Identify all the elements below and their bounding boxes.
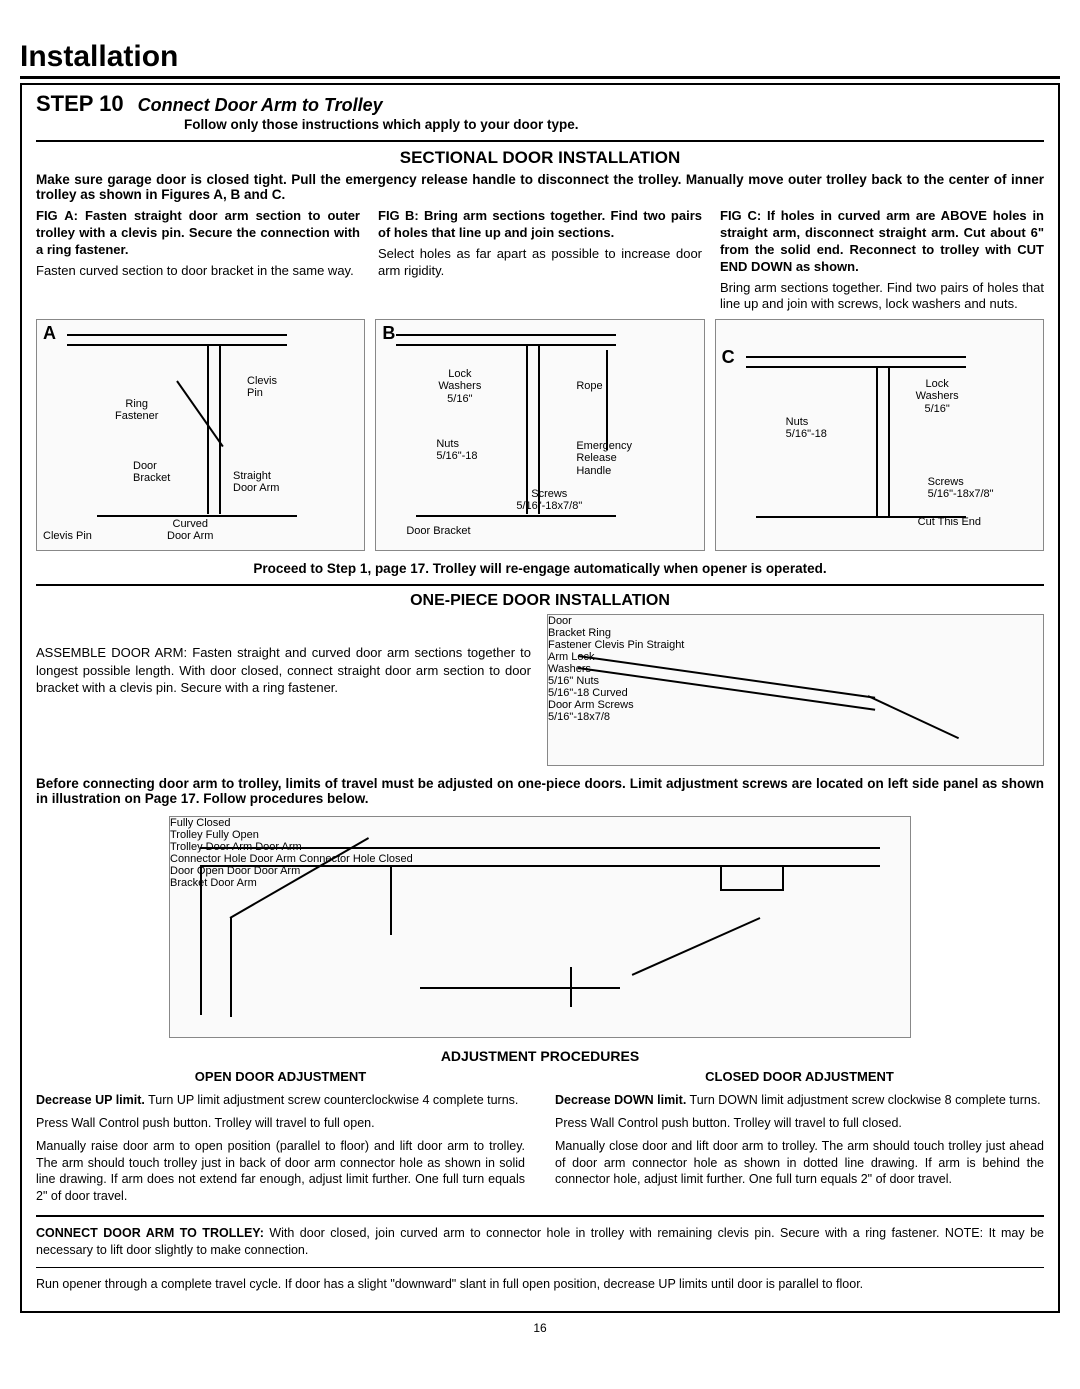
step-label: STEP 10 <box>36 91 124 117</box>
op-clevis: Clevis Pin <box>594 639 643 651</box>
sectional-columns: FIG A: Fasten straight door arm section … <box>36 208 1044 313</box>
figure-c: C Lock Washers 5/16" Nuts 5/16"-18 Screw… <box>715 319 1044 551</box>
figure-b: B Lock Washers 5/16" Rope Nuts 5/16"-18 … <box>375 319 704 551</box>
fig-b-lock: Lock Washers 5/16" <box>438 368 481 404</box>
sectional-figures: A Ring Fastener Clevis Pin Door Bracket … <box>36 319 1044 551</box>
closed-p2: Press Wall Control push button. Trolley … <box>555 1115 1044 1132</box>
fig-b-emergency: Emergency Release Handle <box>576 440 632 476</box>
step-subtitle: Follow only those instructions which app… <box>184 117 1044 132</box>
fig-a-clevis-top: Clevis Pin <box>247 375 277 399</box>
col-b-p1: FIG B: Bring arm sections together. Find… <box>378 208 702 242</box>
open-p2: Press Wall Control push button. Trolley … <box>36 1115 525 1132</box>
fig-c-lock: Lock Washers 5/16" <box>916 378 959 414</box>
closed-p3: Manually close door and lift door arm to… <box>555 1138 1044 1189</box>
step-title: Connect Door Arm to Trolley <box>138 95 383 116</box>
open-p1: Decrease UP limit. Turn UP limit adjustm… <box>36 1092 525 1109</box>
page-title: Installation <box>20 40 1060 79</box>
fig-c-label: C <box>722 348 735 368</box>
fig-b-label: B <box>382 324 395 344</box>
col-a-p2: Fasten curved section to door bracket in… <box>36 263 360 280</box>
fig-b-nuts: Nuts 5/16"-18 <box>436 438 477 462</box>
closed-p1: Decrease DOWN limit. Turn DOWN limit adj… <box>555 1092 1044 1109</box>
tf-door-arm-r: Door Arm <box>250 853 296 865</box>
fig-c-screws: Screws 5/16"-18x7/8" <box>928 476 994 500</box>
open-adjustment: OPEN DOOR ADJUSTMENT Decrease UP limit. … <box>36 1068 525 1205</box>
col-a-p1: FIG A: Fasten straight door arm section … <box>36 208 360 259</box>
op-bracket: Door Bracket <box>548 615 585 639</box>
fig-b-screws: Screws 5/16"-18x7/8" <box>516 488 582 512</box>
fig-c-nuts: Nuts 5/16"-18 <box>786 416 827 440</box>
fig-a-straight: Straight Door Arm <box>233 470 279 494</box>
open-p3: Manually raise door arm to open position… <box>36 1138 525 1206</box>
onepiece-heading: ONE-PIECE DOOR INSTALLATION <box>36 592 1044 610</box>
adjustment-columns: OPEN DOOR ADJUSTMENT Decrease UP limit. … <box>36 1068 1044 1205</box>
col-b-p2: Select holes as far apart as possible to… <box>378 246 702 280</box>
tf-door-arm-br: Door Arm <box>210 877 256 889</box>
page-number: 16 <box>20 1321 1060 1335</box>
open-heading: OPEN DOOR ADJUSTMENT <box>36 1068 525 1086</box>
col-b: FIG B: Bring arm sections together. Find… <box>378 208 702 313</box>
onepiece-figure: Door Bracket Ring Fastener Clevis Pin St… <box>547 614 1044 766</box>
sectional-lead: Make sure garage door is closed tight. P… <box>36 172 1044 202</box>
step-header: STEP 10 Connect Door Arm to Trolley <box>36 91 1044 117</box>
footer-p1: CONNECT DOOR ARM TO TROLLEY: With door c… <box>36 1225 1044 1259</box>
onepiece-text: ASSEMBLE DOOR ARM: Fasten straight and c… <box>36 614 531 697</box>
divider <box>36 140 1044 142</box>
fig-a-bracket: Door Bracket <box>133 460 170 484</box>
fig-a-curved: Curved Door Arm <box>167 518 213 542</box>
figure-a: A Ring Fastener Clevis Pin Door Bracket … <box>36 319 365 551</box>
fig-c-cut: Cut This End <box>918 516 981 528</box>
sectional-heading: SECTIONAL DOOR INSTALLATION <box>36 148 1044 168</box>
closed-heading: CLOSED DOOR ADJUSTMENT <box>555 1068 1044 1086</box>
divider <box>36 1267 1044 1268</box>
footer-p2: Run opener through a complete travel cyc… <box>36 1276 1044 1293</box>
divider <box>36 1215 1044 1217</box>
fig-a-clevis-btm: Clevis Pin <box>43 530 92 542</box>
col-c: FIG C: If holes in curved arm are ABOVE … <box>720 208 1044 313</box>
onepiece-row: ASSEMBLE DOOR ARM: Fasten straight and c… <box>36 614 1044 766</box>
fig-b-bracket: Door Bracket <box>406 525 470 537</box>
fig-a-ring: Ring Fastener <box>115 398 158 422</box>
onepiece-note: Before connecting door arm to trolley, l… <box>36 776 1044 806</box>
closed-adjustment: CLOSED DOOR ADJUSTMENT Decrease DOWN lim… <box>555 1068 1044 1205</box>
fig-b-rope: Rope <box>576 380 602 392</box>
travel-figure: Fully Closed Trolley Fully Open Trolley … <box>169 816 911 1038</box>
col-a: FIG A: Fasten straight door arm section … <box>36 208 360 313</box>
adjustment-heading: ADJUSTMENT PROCEDURES <box>36 1048 1044 1064</box>
fig-a-label: A <box>43 324 56 344</box>
content-box: STEP 10 Connect Door Arm to Trolley Foll… <box>20 83 1060 1313</box>
proceed-note: Proceed to Step 1, page 17. Trolley will… <box>36 561 1044 576</box>
col-c-p1: FIG C: If holes in curved arm are ABOVE … <box>720 208 1044 276</box>
divider <box>36 584 1044 586</box>
col-c-p2: Bring arm sections together. Find two pa… <box>720 280 1044 314</box>
